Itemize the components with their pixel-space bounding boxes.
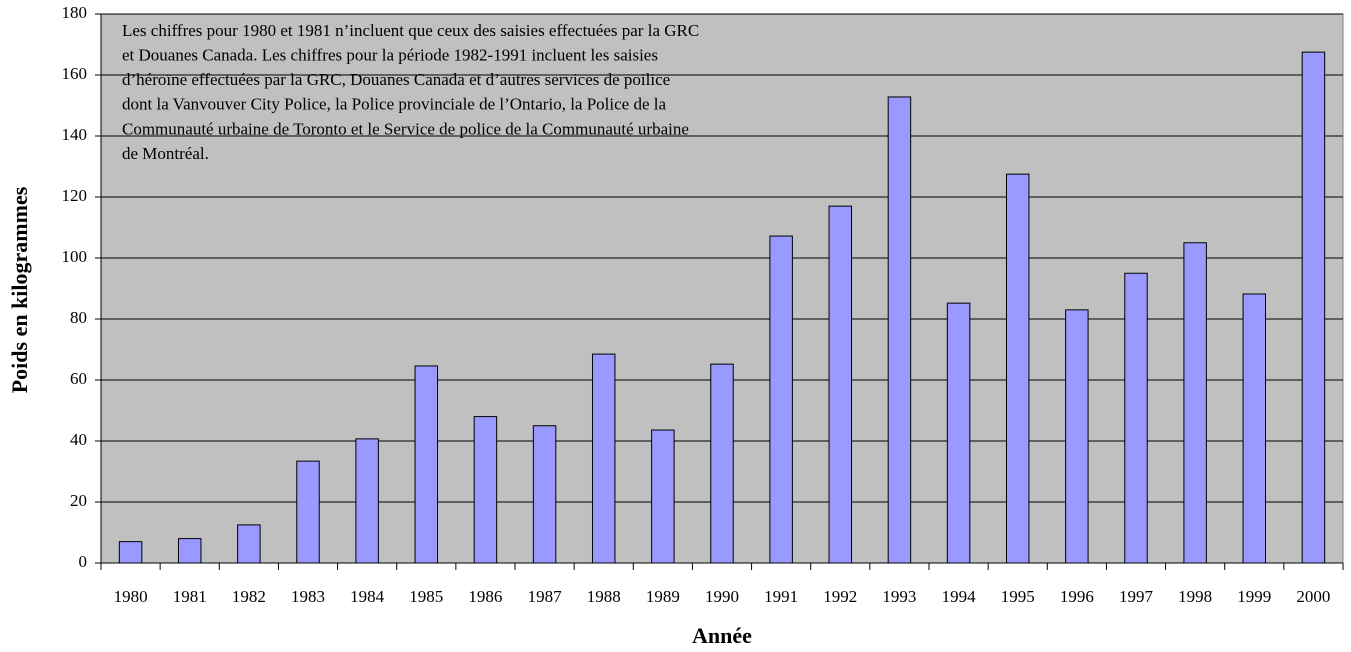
annotation-line: Les chiffres pour 1980 et 1981 n’incluen… (122, 21, 699, 40)
annotation-line: de Montréal. (122, 144, 209, 163)
x-tick-label: 2000 (1296, 587, 1330, 606)
bar (946, 302, 971, 564)
bar (177, 538, 202, 564)
bar (651, 429, 675, 564)
bar (414, 365, 439, 564)
bar (1242, 293, 1267, 564)
x-tick-label: 1999 (1237, 587, 1271, 606)
y-tick-label: 40 (70, 430, 87, 449)
x-tick-label: 1988 (587, 587, 621, 606)
x-tick-label: 1998 (1178, 587, 1212, 606)
y-tick-label: 180 (62, 3, 88, 22)
x-tick-label: 1984 (350, 587, 385, 606)
bar (1301, 51, 1326, 564)
y-tick-label: 20 (70, 491, 87, 510)
x-tick-label: 1980 (114, 587, 148, 606)
bar (532, 425, 557, 564)
bar (237, 524, 261, 564)
y-tick-label: 120 (62, 186, 88, 205)
x-tick-label: 1991 (764, 587, 798, 606)
bar (473, 416, 498, 564)
x-tick-label: 1989 (646, 587, 680, 606)
x-tick-label: 1990 (705, 587, 739, 606)
y-tick-label: 80 (70, 308, 87, 327)
bar (887, 96, 912, 564)
bar (591, 353, 616, 564)
x-tick-label: 1994 (942, 587, 977, 606)
annotation-line: et Douanes Canada. Les chiffres pour la … (122, 46, 658, 65)
x-tick-label: 1982 (232, 587, 266, 606)
y-tick-label: 0 (79, 552, 88, 571)
x-axis-label: Année (692, 623, 752, 648)
x-tick-label: 1993 (882, 587, 916, 606)
x-tick-label: 1996 (1060, 587, 1094, 606)
x-tick-label: 1995 (1001, 587, 1035, 606)
bar (828, 205, 853, 564)
bar (1005, 173, 1030, 564)
bar (1183, 242, 1207, 564)
x-tick-label: 1981 (173, 587, 207, 606)
annotation-line: dont la Vanvouver City Police, la Police… (122, 95, 666, 114)
x-tick-label: 1992 (823, 587, 857, 606)
bar (769, 235, 793, 564)
bar (355, 438, 379, 564)
bar (1124, 272, 1148, 564)
y-tick-label: 140 (62, 125, 88, 144)
annotation-line: Communauté urbaine de Toronto et le Serv… (122, 119, 689, 138)
bar (710, 363, 734, 564)
y-tick-label: 100 (62, 247, 88, 266)
x-tick-label: 1983 (291, 587, 325, 606)
annotation-line: d’héroïne effectuées par la GRC, Douanes… (122, 70, 670, 89)
bar (118, 541, 143, 564)
x-tick-label: 1986 (468, 587, 502, 606)
y-tick-label: 60 (70, 369, 87, 388)
x-tick-label: 1985 (409, 587, 443, 606)
y-tick-label: 160 (62, 64, 88, 83)
x-tick-label: 1987 (528, 587, 563, 606)
bar (296, 460, 320, 564)
bar (1065, 309, 1089, 564)
y-axis-label: Poids en kilogrammes (7, 186, 32, 393)
x-tick-label: 1997 (1119, 587, 1154, 606)
